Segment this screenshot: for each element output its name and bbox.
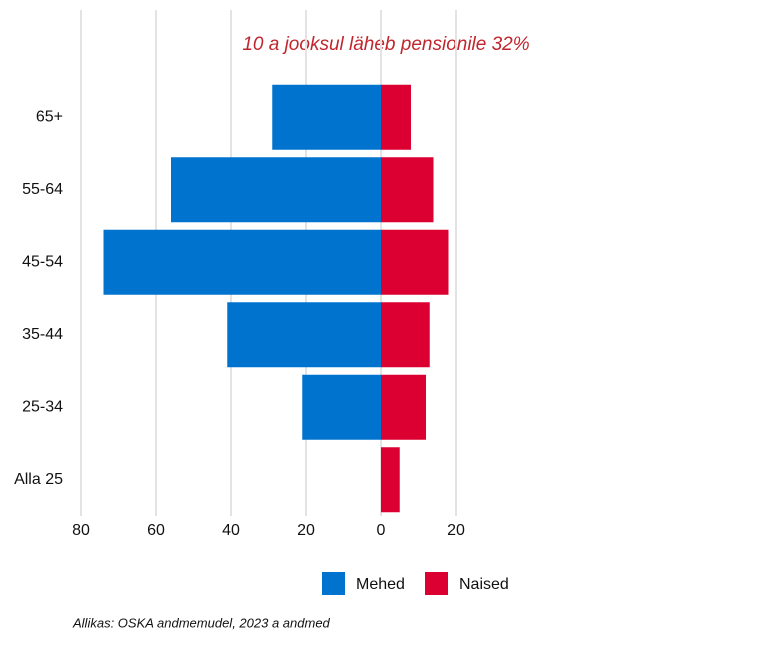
- y-tick-label: 55-64: [22, 181, 63, 198]
- chart-title: 10 a jooksul läheb pensionile 32%: [242, 34, 529, 55]
- bar: [103, 229, 381, 295]
- legend-label: Naised: [459, 576, 509, 593]
- bar: [171, 157, 381, 223]
- bar: [381, 374, 426, 440]
- bar: [272, 84, 381, 150]
- x-tick-label: 20: [447, 522, 465, 539]
- x-tick-label: 40: [222, 522, 240, 539]
- x-tick-label: 20: [297, 522, 315, 539]
- y-tick-label: Alla 25: [14, 471, 63, 488]
- legend-swatch: [425, 572, 448, 595]
- x-tick-label: 60: [147, 522, 165, 539]
- bar: [381, 229, 449, 295]
- y-tick-label: 65+: [36, 108, 63, 125]
- bar: [381, 447, 400, 513]
- legend-label: Mehed: [356, 576, 405, 593]
- y-tick-label: 45-54: [22, 253, 63, 270]
- legend-swatch: [322, 572, 345, 595]
- bar: [381, 84, 411, 150]
- x-tick-label: 80: [72, 522, 90, 539]
- bar: [302, 374, 381, 440]
- source-note: Allikas: OSKA andmemudel, 2023 a andmed: [72, 615, 331, 630]
- y-tick-label: 25-34: [22, 398, 63, 415]
- x-tick-label: 0: [377, 522, 386, 539]
- bar: [227, 302, 381, 368]
- bar: [381, 302, 430, 368]
- bar: [381, 157, 434, 223]
- y-tick-label: 35-44: [22, 326, 63, 343]
